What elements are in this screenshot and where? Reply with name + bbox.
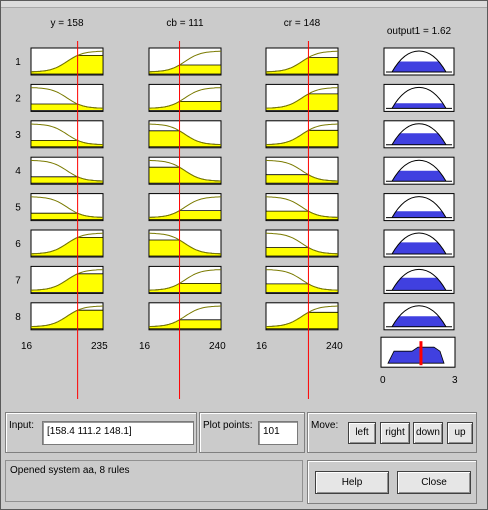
input-mf-curve bbox=[265, 196, 339, 218]
input-mf-curve bbox=[30, 123, 104, 146]
plot-points-label: Plot points: bbox=[203, 420, 253, 431]
help-button[interactable]: Help bbox=[315, 471, 389, 494]
output-mf-curve bbox=[391, 123, 447, 146]
input-mf-curve bbox=[148, 232, 222, 255]
move-left-button[interactable]: left bbox=[348, 422, 376, 444]
input-mf-curve bbox=[148, 269, 222, 291]
input-mf-curve bbox=[30, 232, 104, 255]
range-max-2: 240 bbox=[209, 341, 226, 352]
output-mf-curve bbox=[391, 232, 447, 255]
close-label: Close bbox=[421, 477, 447, 488]
output-mf-fill bbox=[392, 170, 446, 182]
range-max-1: 235 bbox=[91, 341, 108, 352]
rule-number: 6 bbox=[15, 239, 21, 250]
plot-points-panel: Plot points: 101 bbox=[199, 412, 305, 453]
input-panel: Input: [158.4 111.2 148.1] bbox=[5, 412, 197, 453]
action-panel: Help Close bbox=[307, 460, 477, 504]
output-mf-curve bbox=[391, 196, 447, 218]
input-mf-curve bbox=[265, 87, 339, 109]
input-mf-curve bbox=[265, 50, 339, 73]
range-min-2: 16 bbox=[139, 341, 151, 352]
input-mf-curve bbox=[265, 123, 339, 146]
input-header-2: cb = 111 bbox=[166, 18, 204, 29]
output-mf-fill bbox=[392, 133, 446, 145]
move-left-label: left bbox=[355, 427, 369, 438]
rule-number: 3 bbox=[15, 130, 21, 141]
move-panel: Move: left right down up bbox=[307, 412, 477, 453]
range-min-3: 16 bbox=[256, 341, 268, 352]
rule-number: 4 bbox=[15, 166, 21, 177]
output-mf-curve bbox=[391, 159, 447, 182]
range-min-1: 16 bbox=[21, 341, 33, 352]
rule-number: 8 bbox=[15, 312, 21, 323]
output-mf-fill bbox=[392, 61, 446, 72]
move-right-label: right bbox=[385, 427, 405, 438]
range-max-3: 240 bbox=[326, 341, 343, 352]
output-index-marker bbox=[419, 341, 423, 366]
move-down-label: down bbox=[416, 427, 440, 438]
output-mf-curve bbox=[391, 86, 447, 109]
input-mf-curve bbox=[148, 196, 222, 218]
input-field[interactable]: [158.4 111.2 148.1] bbox=[42, 421, 194, 445]
input-header-3: cr = 148 bbox=[284, 18, 321, 29]
output-mf-curve bbox=[391, 305, 447, 328]
move-down-button[interactable]: down bbox=[413, 422, 443, 444]
aggregate-output-fill bbox=[387, 346, 445, 364]
close-button[interactable]: Close bbox=[397, 471, 471, 494]
input-mf-curve bbox=[30, 269, 104, 291]
move-up-button[interactable]: up bbox=[447, 422, 473, 444]
move-right-button[interactable]: right bbox=[380, 422, 410, 444]
move-label: Move: bbox=[311, 420, 339, 431]
output-header: output1 = 1.62 bbox=[387, 26, 452, 37]
output-mf-fill bbox=[392, 211, 446, 218]
input-mf-curve bbox=[265, 305, 339, 328]
input-mf-curve bbox=[265, 269, 339, 291]
input-mf-curve bbox=[30, 50, 104, 73]
input-mf-curve bbox=[30, 87, 104, 109]
move-up-label: up bbox=[454, 427, 466, 438]
input-mf-curve bbox=[148, 87, 222, 109]
input-mf-curve bbox=[265, 159, 339, 182]
output-mf-fill bbox=[392, 316, 446, 327]
output-mf-fill bbox=[392, 277, 446, 291]
output-mf-fill bbox=[392, 103, 446, 109]
status-message: Opened system aa, 8 rules bbox=[5, 460, 303, 502]
output-mf-fill bbox=[392, 242, 446, 254]
input-label: Input: bbox=[9, 420, 35, 431]
title-strip bbox=[1, 1, 487, 8]
input-mf-curve bbox=[148, 50, 222, 73]
input-mf-curve bbox=[30, 159, 104, 182]
rule-number: 5 bbox=[15, 203, 21, 214]
output-mf-curve bbox=[391, 50, 447, 73]
input-mf-curve bbox=[30, 305, 104, 328]
input-mf-curve bbox=[265, 232, 339, 255]
rule-number: 7 bbox=[15, 275, 21, 286]
output-mf-curve bbox=[391, 268, 447, 291]
input-header-1: y = 158 bbox=[50, 18, 84, 29]
help-label: Help bbox=[341, 477, 363, 488]
plot-points-field[interactable]: 101 bbox=[258, 421, 298, 445]
output-range-min: 0 bbox=[380, 375, 386, 386]
rule-number: 2 bbox=[15, 93, 21, 104]
input-mf-curve bbox=[148, 123, 222, 146]
rule-number: 1 bbox=[15, 57, 21, 68]
output-range-max: 3 bbox=[452, 375, 458, 386]
input-mf-curve bbox=[148, 159, 222, 182]
input-mf-curve bbox=[30, 196, 104, 218]
input-mf-curve bbox=[148, 305, 222, 328]
